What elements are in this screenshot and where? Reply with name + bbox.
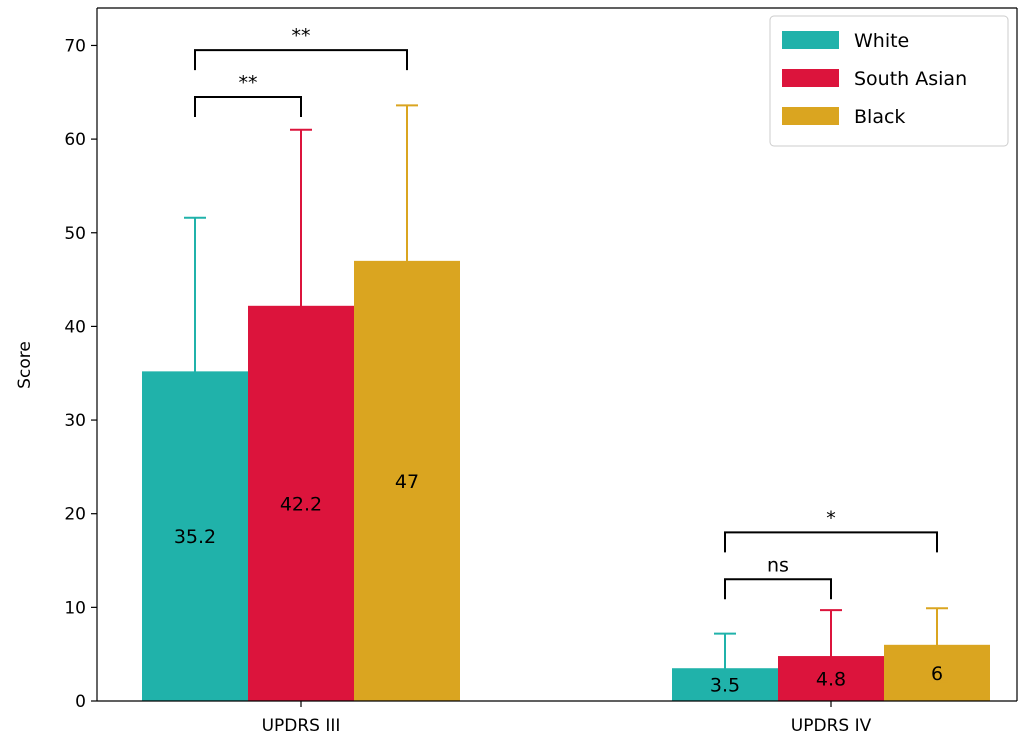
error-bar — [714, 632, 736, 701]
y-tick-label: 40 — [64, 317, 86, 337]
significance-label: ** — [292, 25, 311, 47]
y-tick-label: 50 — [64, 224, 86, 244]
legend-swatch-black — [782, 107, 839, 125]
legend-swatch-white — [782, 31, 839, 49]
legend-swatch-south-asian — [782, 69, 839, 87]
data-label: 42.2 — [280, 493, 322, 515]
y-tick-label: 0 — [75, 692, 86, 712]
x-tick-label: UPDRS IV — [791, 716, 872, 736]
significance-label: ** — [239, 72, 258, 94]
significance-bracket — [724, 578, 832, 600]
error-bar — [184, 216, 206, 526]
significance-label: * — [826, 507, 836, 529]
data-label: 35.2 — [174, 526, 216, 548]
y-tick-label: 30 — [64, 411, 86, 431]
error-bar — [290, 128, 312, 483]
y-tick-label: 70 — [64, 36, 86, 56]
legend-label-south-asian: South Asian — [854, 68, 967, 90]
data-label: 4.8 — [816, 669, 846, 691]
legend-label-white: White — [854, 30, 909, 52]
y-tick-label: 10 — [64, 598, 86, 618]
y-axis-label: Score — [15, 341, 35, 389]
data-label: 6 — [931, 663, 943, 685]
error-bar — [926, 607, 948, 683]
significance-label: ns — [767, 554, 789, 576]
legend: White South Asian Black — [769, 15, 1009, 147]
significance-bracket — [724, 531, 938, 553]
significance-bracket — [194, 95, 302, 117]
legend-label-black: Black — [854, 106, 905, 128]
significance-bracket — [194, 49, 408, 71]
x-tick-label: UPDRS III — [262, 716, 341, 736]
y-tick-label: 60 — [64, 130, 86, 150]
y-tick-label: 20 — [64, 505, 86, 525]
data-label: 3.5 — [710, 675, 740, 697]
data-label: 47 — [395, 471, 419, 493]
error-bar — [820, 609, 842, 701]
error-bar — [396, 104, 418, 418]
